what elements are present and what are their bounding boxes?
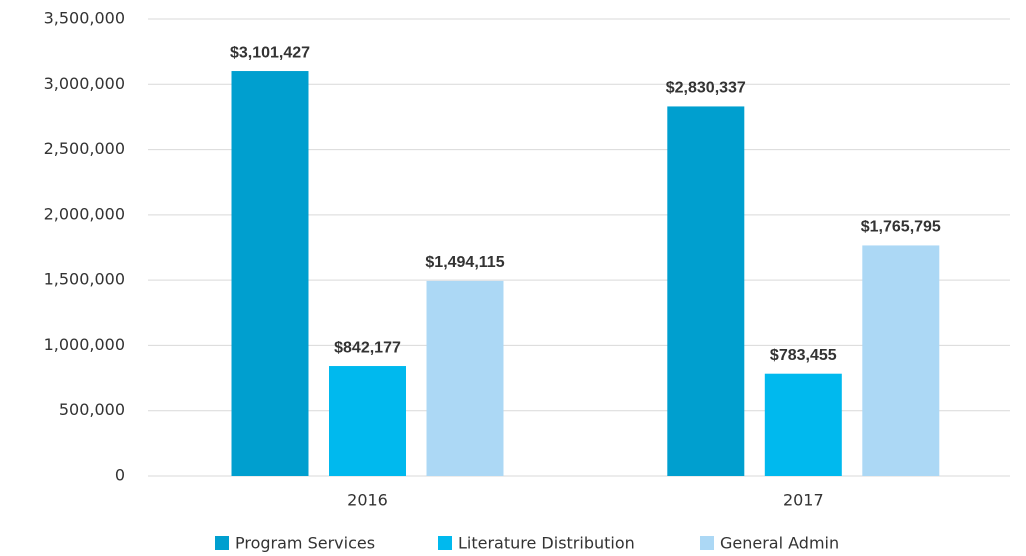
data-label: $2,830,337 <box>666 80 746 97</box>
bar <box>231 71 309 477</box>
y-tick-label: 2,500,000 <box>44 139 125 158</box>
bar <box>426 280 504 476</box>
y-tick-label: 1,500,000 <box>44 270 125 289</box>
data-label: $3,101,427 <box>230 44 310 61</box>
y-tick-label: 0 <box>115 466 125 485</box>
bar <box>862 245 940 476</box>
legend-label: Literature Distribution <box>458 534 635 553</box>
y-tick-label: 1,000,000 <box>44 335 125 354</box>
y-tick-label: 3,000,000 <box>44 74 125 93</box>
bar <box>764 373 842 476</box>
y-tick-label: 500,000 <box>59 400 125 419</box>
legend-swatch <box>215 536 229 550</box>
data-label: $1,765,795 <box>861 219 941 236</box>
legend-swatch <box>700 536 714 550</box>
y-tick-label: 3,500,000 <box>44 9 125 28</box>
legend-label: Program Services <box>235 534 375 553</box>
data-label: $1,494,115 <box>425 254 504 271</box>
data-label: $842,177 <box>334 339 401 356</box>
x-tick-label: 2016 <box>347 491 388 510</box>
x-tick-label: 2017 <box>783 491 824 510</box>
legend-swatch <box>438 536 452 550</box>
y-tick-label: 2,000,000 <box>44 204 125 223</box>
data-label: $783,455 <box>770 347 837 364</box>
bar <box>667 106 745 477</box>
legend-label: General Admin <box>720 534 839 553</box>
bar <box>329 366 406 476</box>
